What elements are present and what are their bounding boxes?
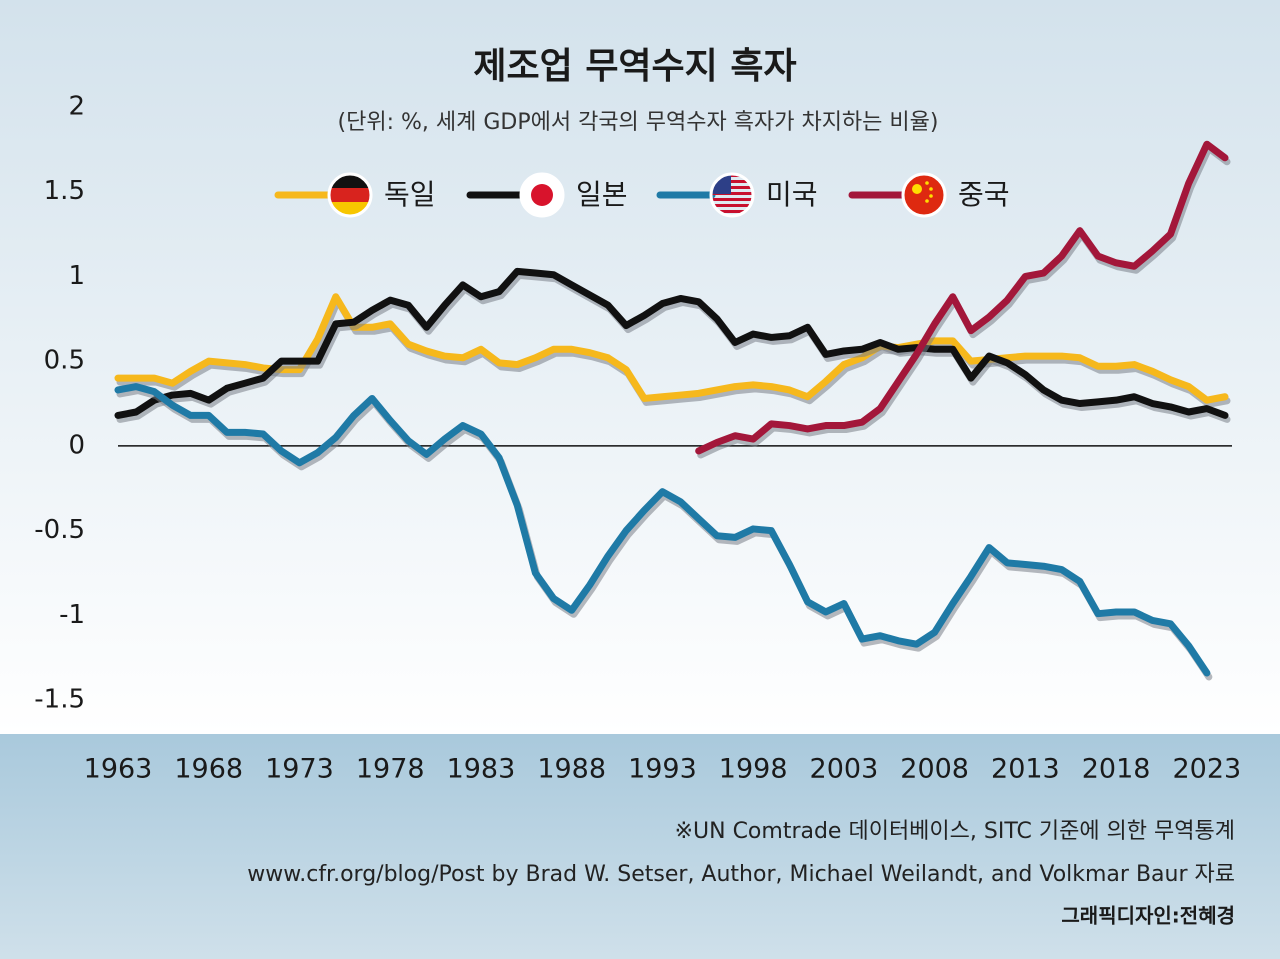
x-tick-label: 1968 — [174, 754, 243, 785]
flag — [711, 192, 753, 195]
x-tick-label: 1993 — [628, 754, 697, 785]
y-tick-label: -0.5 — [34, 515, 85, 545]
flag — [711, 204, 753, 207]
flag — [929, 187, 933, 191]
line — [114, 383, 1211, 677]
flag — [912, 184, 922, 194]
y-tick-label: -1.5 — [34, 685, 85, 715]
legend-label: 일본 — [576, 178, 628, 211]
y-tick-label: 1.5 — [44, 176, 85, 206]
y-tick-label: 2 — [68, 91, 85, 121]
flag — [711, 186, 753, 189]
x-tick-label: 2003 — [810, 754, 879, 785]
legend-label: 중국 — [958, 178, 1010, 211]
y-tick-label: 0 — [68, 430, 85, 460]
credit: 그래픽디자인:전혜경 — [1061, 904, 1235, 928]
flag — [711, 198, 753, 201]
x-tick-label: 1973 — [265, 754, 334, 785]
x-tick-label: 1978 — [356, 754, 425, 785]
legend-flag — [519, 172, 565, 218]
legend: 독일 일본 미국 중국 — [274, 172, 1010, 218]
legend-label: 독일 — [384, 178, 436, 211]
x-tick-label: 1988 — [537, 754, 606, 785]
x-tick-label: 1998 — [719, 754, 788, 785]
plot: 2 1.5 1 0.5 0 -0.5 -1 -1.5 1963 1968 1973 1978 1983 1… — [34, 91, 1241, 784]
footer-band — [0, 734, 1280, 959]
flag-ring — [709, 172, 755, 218]
source-note: www.cfr.org/blog/Post by Brad W. Setser,… — [247, 862, 1235, 887]
flag — [925, 199, 929, 203]
x-tick-label: 1963 — [84, 754, 153, 785]
x-tick-label: 2013 — [991, 754, 1060, 785]
flag — [711, 180, 753, 183]
source-note: ※UN Comtrade 데이터베이스, SITC 기준에 의한 무역통계 — [675, 819, 1235, 844]
flag-ring — [519, 172, 565, 218]
x-tick-label: 2023 — [1172, 754, 1241, 785]
legend-flag — [901, 172, 947, 218]
chart-subtitle: (단위: %, 세계 GDP에서 각국의 무역수자 흑자가 차지하는 비율) — [338, 110, 939, 135]
flag — [329, 188, 371, 202]
legend-label: 미국 — [766, 178, 818, 211]
x-tick-label: 1983 — [447, 754, 516, 785]
x-tick-label: 2018 — [1082, 754, 1151, 785]
flag — [929, 194, 933, 198]
y-tick-label: 1 — [68, 261, 85, 291]
line — [114, 267, 1229, 419]
line — [695, 140, 1229, 455]
x-tick-label: 2008 — [900, 754, 969, 785]
y-tick-label: 0.5 — [44, 346, 85, 376]
legend-flag — [327, 172, 373, 218]
flag-ring — [901, 172, 947, 218]
y-tick-label: -1 — [59, 600, 85, 630]
flag — [711, 210, 753, 213]
flag-ring — [327, 172, 373, 218]
flag — [531, 184, 553, 206]
chart-title: 제조업 무역수지 흑자 — [473, 46, 796, 87]
flag — [925, 181, 929, 185]
